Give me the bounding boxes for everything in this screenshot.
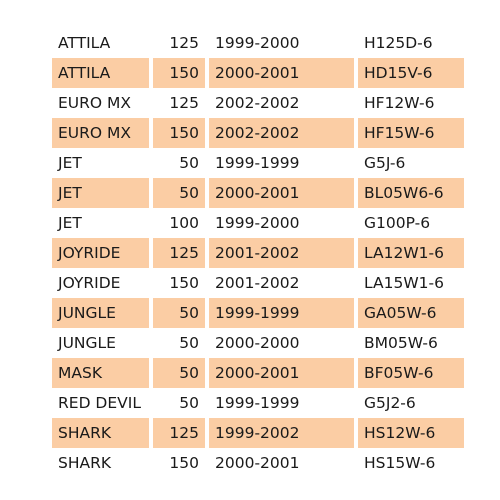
part-code-cell: GA05W-6 xyxy=(358,298,464,328)
part-code-cell: HF15W-6 xyxy=(358,118,464,148)
displacement-cell: 50 xyxy=(153,298,205,328)
displacement-cell: 50 xyxy=(153,178,205,208)
years-cell: 2000-2001 xyxy=(209,358,354,388)
model-cell: ATTILA xyxy=(52,58,149,88)
part-code-cell: HS15W-6 xyxy=(358,448,464,478)
table-row: SHARK 125 1999-2002 HS12W-6 xyxy=(52,418,464,448)
table-row: SHARK 150 2000-2001 HS15W-6 xyxy=(52,448,464,478)
displacement-cell: 125 xyxy=(153,28,205,58)
displacement-cell: 150 xyxy=(153,118,205,148)
years-cell: 2002-2002 xyxy=(209,118,354,148)
years-cell: 1999-2000 xyxy=(209,28,354,58)
model-cell: JUNGLE xyxy=(52,298,149,328)
model-cell: RED DEVIL xyxy=(52,388,149,418)
part-code-cell: G5J-6 xyxy=(358,148,464,178)
part-code-cell: LA12W1-6 xyxy=(358,238,464,268)
years-cell: 2000-2001 xyxy=(209,178,354,208)
displacement-cell: 125 xyxy=(153,418,205,448)
table-row: MASK 50 2000-2001 BF05W-6 xyxy=(52,358,464,388)
part-code-cell: HF12W-6 xyxy=(358,88,464,118)
model-cell: SHARK xyxy=(52,448,149,478)
table-row: JET 50 1999-1999 G5J-6 xyxy=(52,148,464,178)
displacement-cell: 150 xyxy=(153,448,205,478)
years-cell: 2002-2002 xyxy=(209,88,354,118)
years-cell: 2000-2001 xyxy=(209,448,354,478)
years-cell: 1999-1999 xyxy=(209,148,354,178)
table-row: ATTILA 150 2000-2001 HD15V-6 xyxy=(52,58,464,88)
model-cell: MASK xyxy=(52,358,149,388)
years-cell: 2001-2002 xyxy=(209,268,354,298)
displacement-cell: 50 xyxy=(153,148,205,178)
part-code-cell: H125D-6 xyxy=(358,28,464,58)
part-code-cell: G100P-6 xyxy=(358,208,464,238)
model-cell: JOYRIDE xyxy=(52,268,149,298)
table-row: JET 50 2000-2001 BL05W6-6 xyxy=(52,178,464,208)
years-cell: 1999-1999 xyxy=(209,298,354,328)
part-code-cell: HD15V-6 xyxy=(358,58,464,88)
parts-table: ATTILA 125 1999-2000 H125D-6 ATTILA 150 … xyxy=(48,28,468,478)
parts-table-body: ATTILA 125 1999-2000 H125D-6 ATTILA 150 … xyxy=(52,28,464,478)
model-cell: JET xyxy=(52,208,149,238)
table-row: JOYRIDE 150 2001-2002 LA15W1-6 xyxy=(52,268,464,298)
table-row: JET 100 1999-2000 G100P-6 xyxy=(52,208,464,238)
part-code-cell: HS12W-6 xyxy=(358,418,464,448)
model-cell: EURO MX xyxy=(52,118,149,148)
table-row: ATTILA 125 1999-2000 H125D-6 xyxy=(52,28,464,58)
part-code-cell: BL05W6-6 xyxy=(358,178,464,208)
years-cell: 1999-2000 xyxy=(209,208,354,238)
years-cell: 2000-2000 xyxy=(209,328,354,358)
model-cell: SHARK xyxy=(52,418,149,448)
part-code-cell: G5J2-6 xyxy=(358,388,464,418)
years-cell: 1999-1999 xyxy=(209,388,354,418)
years-cell: 1999-2002 xyxy=(209,418,354,448)
model-cell: EURO MX xyxy=(52,88,149,118)
part-code-cell: LA15W1-6 xyxy=(358,268,464,298)
model-cell: JET xyxy=(52,148,149,178)
model-cell: JUNGLE xyxy=(52,328,149,358)
displacement-cell: 50 xyxy=(153,358,205,388)
displacement-cell: 50 xyxy=(153,388,205,418)
model-cell: ATTILA xyxy=(52,28,149,58)
table-row: EURO MX 150 2002-2002 HF15W-6 xyxy=(52,118,464,148)
part-code-cell: BF05W-6 xyxy=(358,358,464,388)
displacement-cell: 150 xyxy=(153,268,205,298)
displacement-cell: 125 xyxy=(153,238,205,268)
model-cell: JOYRIDE xyxy=(52,238,149,268)
table-row: RED DEVIL 50 1999-1999 G5J2-6 xyxy=(52,388,464,418)
part-code-cell: BM05W-6 xyxy=(358,328,464,358)
model-cell: JET xyxy=(52,178,149,208)
table-row: JOYRIDE 125 2001-2002 LA12W1-6 xyxy=(52,238,464,268)
years-cell: 2000-2001 xyxy=(209,58,354,88)
table-row: EURO MX 125 2002-2002 HF12W-6 xyxy=(52,88,464,118)
displacement-cell: 125 xyxy=(153,88,205,118)
displacement-cell: 100 xyxy=(153,208,205,238)
years-cell: 2001-2002 xyxy=(209,238,354,268)
table-row: JUNGLE 50 2000-2000 BM05W-6 xyxy=(52,328,464,358)
table-row: JUNGLE 50 1999-1999 GA05W-6 xyxy=(52,298,464,328)
displacement-cell: 50 xyxy=(153,328,205,358)
displacement-cell: 150 xyxy=(153,58,205,88)
